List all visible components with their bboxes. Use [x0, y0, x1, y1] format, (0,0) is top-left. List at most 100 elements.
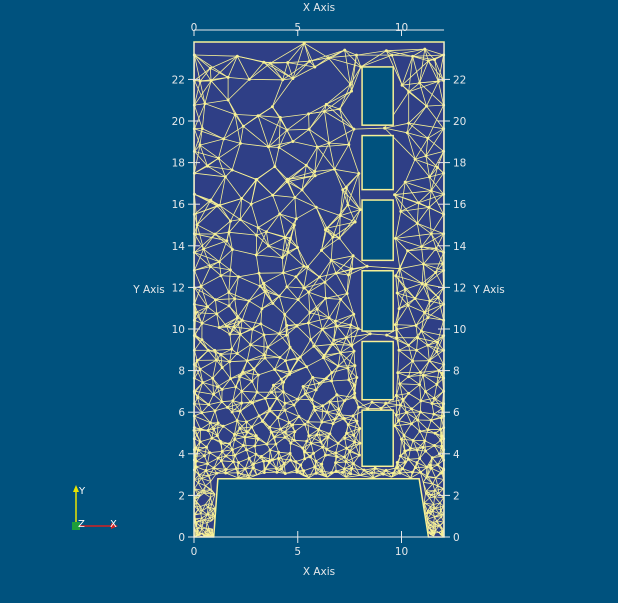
- mesh-node: [410, 470, 414, 474]
- mesh-node: [275, 470, 279, 474]
- mesh-edge: [303, 382, 320, 387]
- mesh-edge: [329, 401, 340, 416]
- mesh-edge: [414, 158, 430, 178]
- mesh-node: [220, 449, 224, 453]
- mesh-edge: [342, 189, 361, 210]
- mesh-edge: [435, 505, 444, 509]
- mesh-node: [323, 280, 327, 284]
- mesh-edge: [321, 228, 328, 251]
- mesh-node: [426, 59, 430, 63]
- mesh-node: [252, 367, 256, 371]
- orientation-axes-widget[interactable]: Y Z X: [72, 485, 118, 530]
- mesh-edge: [194, 145, 201, 174]
- mesh-edge: [216, 305, 230, 315]
- mesh-edge: [282, 62, 289, 80]
- mesh-edge: [438, 529, 444, 533]
- mesh-edge: [412, 350, 417, 362]
- mesh-node: [208, 66, 212, 70]
- mesh-edge: [207, 506, 209, 515]
- mesh-node: [241, 124, 245, 128]
- mesh-edge: [295, 266, 308, 278]
- mesh-edge: [314, 405, 323, 411]
- mesh-edge: [431, 403, 435, 415]
- mesh-node: [432, 396, 436, 400]
- mesh-node: [317, 381, 321, 385]
- mesh-node: [277, 294, 281, 298]
- mesh-edge: [433, 502, 441, 505]
- mesh-edge: [204, 103, 236, 115]
- mesh-node: [230, 168, 234, 172]
- mesh-edge: [227, 402, 242, 408]
- mesh-edge: [274, 431, 286, 438]
- mesh-node: [213, 232, 217, 236]
- mesh-edge: [267, 346, 281, 358]
- mesh-edge: [210, 473, 217, 482]
- mesh-edge: [199, 81, 206, 104]
- mesh-edge: [401, 60, 429, 86]
- mesh-edge: [231, 400, 234, 413]
- mesh-edge: [292, 423, 305, 426]
- mesh-edge: [194, 521, 198, 529]
- mesh-node: [280, 256, 284, 260]
- mesh-edge: [427, 344, 438, 352]
- mesh-node: [413, 296, 417, 300]
- mesh-edge: [229, 434, 235, 444]
- mesh-node: [403, 460, 407, 464]
- mesh-edge: [337, 350, 355, 367]
- x-tick-label-top: 10: [395, 22, 408, 34]
- mesh-edge: [396, 329, 409, 346]
- mesh-node: [282, 380, 286, 384]
- mesh-edge: [427, 511, 432, 515]
- mesh-node: [228, 360, 232, 364]
- mesh-node: [356, 327, 360, 331]
- mesh-edge: [384, 122, 409, 129]
- mesh-node: [238, 409, 242, 413]
- mesh-edge: [250, 344, 268, 348]
- mesh-node: [268, 425, 272, 429]
- mesh-edge: [234, 298, 238, 318]
- y-tick-label-right: 22: [453, 74, 466, 86]
- mesh-node: [234, 467, 238, 471]
- mesh-edge: [283, 391, 298, 400]
- mesh-edge: [256, 374, 259, 393]
- mesh-edge: [210, 176, 226, 201]
- mesh-edge: [199, 491, 204, 494]
- mesh-edge: [282, 78, 293, 81]
- mesh-edge: [223, 125, 244, 140]
- mesh-node: [230, 410, 234, 414]
- mesh-node: [393, 323, 397, 327]
- mesh-edge: [255, 254, 260, 274]
- mesh-edge: [408, 105, 427, 124]
- mesh-edge: [290, 459, 298, 471]
- mesh-node: [428, 463, 432, 467]
- mesh-edge: [350, 473, 361, 476]
- mesh-edge: [301, 171, 316, 191]
- mesh-edge: [416, 462, 428, 468]
- mesh-node: [233, 112, 237, 116]
- mesh-edge: [433, 408, 443, 415]
- mesh-edge: [196, 224, 216, 235]
- mesh-edge: [199, 369, 204, 383]
- mesh-node: [398, 267, 402, 271]
- mesh-node: [294, 275, 298, 279]
- mesh-edge: [196, 205, 218, 226]
- mesh-edge: [213, 457, 219, 469]
- mesh-edge: [436, 335, 444, 352]
- mesh-edge: [272, 195, 281, 215]
- mesh-edge: [430, 167, 438, 191]
- mesh-edge: [194, 479, 199, 484]
- mesh-edge: [286, 325, 291, 348]
- mesh-edge: [423, 374, 444, 379]
- mesh-edge: [434, 488, 444, 491]
- mesh-edge: [231, 402, 242, 413]
- mesh-edge: [414, 298, 425, 313]
- mesh-edge: [347, 424, 354, 436]
- mesh-edge: [204, 519, 213, 521]
- mesh-node: [269, 390, 273, 394]
- mesh-edge: [329, 423, 334, 434]
- mesh-edge: [435, 469, 444, 479]
- mesh-node: [294, 460, 298, 464]
- mesh-edge: [353, 428, 360, 436]
- mesh-node: [238, 141, 242, 145]
